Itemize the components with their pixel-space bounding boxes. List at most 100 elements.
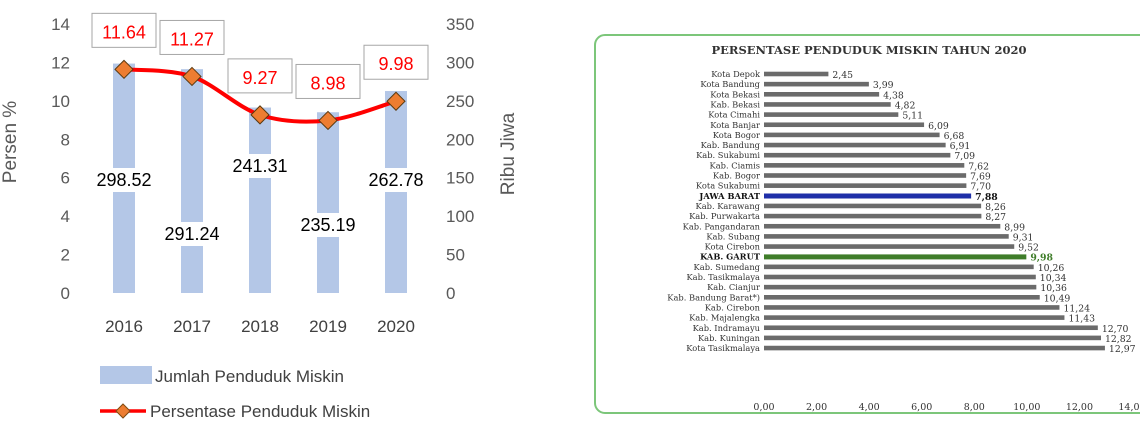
bar	[764, 325, 1098, 331]
category-label: Kab. Karawang	[696, 201, 761, 211]
value-label: 9,98	[1030, 253, 1053, 264]
value-label: 11,43	[1068, 314, 1095, 325]
bar	[385, 91, 407, 294]
category-label: Kota Cirebon	[705, 242, 761, 252]
value-label: 6,09	[928, 121, 949, 132]
category-label: Kab. Sukabumi	[696, 150, 760, 160]
category-label: Kota Tasikmalaya	[686, 343, 760, 353]
category-label: Kab. Indramayu	[693, 323, 761, 333]
value-label: 6,91	[950, 141, 971, 152]
bar	[764, 163, 965, 168]
bar-value-label: 291.24	[164, 224, 219, 244]
bar	[764, 223, 1001, 229]
value-label: 9,52	[1018, 243, 1039, 254]
legend-marker-icon	[115, 403, 131, 419]
bar	[764, 254, 1027, 260]
line-marker	[114, 59, 134, 80]
bar	[181, 69, 203, 293]
value-label: 12,97	[1109, 344, 1136, 355]
category-label: JAWA BARAT	[698, 191, 760, 201]
x-tick-label: 2016	[105, 317, 143, 336]
value-label: 8,99	[1004, 222, 1025, 233]
right-axis-ticks: 0 50 100 150 200 250 300 350	[446, 15, 474, 303]
line-marker	[318, 110, 338, 131]
x-tick-label: 2019	[309, 317, 347, 336]
value-label: 7,62	[968, 161, 989, 172]
line-series	[114, 59, 406, 131]
legend-line-label: Persentase Penduduk Miskin	[150, 402, 370, 421]
category-label: Kota Bekasi	[710, 89, 760, 99]
category-label: Kab. Ciamis	[710, 160, 760, 170]
left-tick-label: 2	[61, 246, 70, 265]
bar	[764, 142, 946, 148]
bar	[249, 107, 271, 293]
bar	[764, 315, 1065, 320]
line-value-label: 9.98	[378, 54, 413, 74]
value-label: 10,49	[1044, 293, 1071, 304]
left-axis-title: Persen %	[0, 101, 21, 183]
line-value-labels: 11.64 11.27 9.27 8.98 9.98	[91, 12, 429, 99]
category-label: Kota Bogor	[713, 130, 760, 140]
value-label: 8,26	[985, 202, 1006, 213]
value-label: 4,38	[883, 90, 904, 101]
x-tick-label: 0,00	[753, 402, 774, 413]
right-tick-label: 150	[446, 169, 474, 188]
bar	[764, 295, 1040, 300]
bar-series	[764, 71, 1105, 351]
legend: Jumlah Penduduk Miskin Persentase Pendud…	[100, 366, 370, 421]
category-label: Kab. Sumedang	[694, 262, 761, 272]
bar-label-bg	[360, 168, 432, 192]
x-tick-label: 10,00	[1013, 402, 1040, 413]
category-label: Kab. Bandung Barat*)	[667, 292, 760, 302]
bar-value-label: 235.19	[300, 215, 355, 235]
value-label: 7,88	[975, 192, 998, 203]
bar-value-label: 298.52	[96, 170, 151, 190]
value-label: 10,34	[1040, 273, 1067, 284]
x-tick-label: 14,00	[1118, 402, 1140, 413]
right-tick-label: 100	[446, 207, 474, 226]
bar	[764, 112, 899, 117]
category-label: Kota Sukabumi	[696, 181, 760, 191]
value-label: 8,27	[985, 212, 1006, 223]
value-label: 11,24	[1063, 303, 1090, 314]
x-axis-ticks: 2016 2017 2018 2019 2020	[105, 317, 415, 336]
value-label: 7,09	[954, 151, 975, 162]
value-label: 6,68	[944, 131, 965, 142]
bar	[317, 112, 339, 293]
category-label: Kab. Bogor	[713, 171, 760, 181]
value-label: 7,69	[970, 172, 991, 183]
x-tick-label: 8,00	[964, 402, 985, 413]
value-label: 7,70	[970, 182, 991, 193]
right-axis-title: Ribu Jiwa	[498, 112, 519, 195]
left-tick-label: 4	[61, 207, 70, 226]
x-tick-label: 2017	[173, 317, 211, 336]
line-marker	[250, 105, 270, 125]
category-label: Kota Bandung	[700, 79, 760, 89]
bar-label-bg	[88, 168, 160, 192]
category-label: Kab. Kuningan	[698, 333, 761, 343]
bar	[764, 92, 880, 97]
left-tick-label: 12	[51, 53, 70, 72]
chart-title: PERSENTASE PENDUDUK MISKIN TAHUN 2020	[712, 43, 1027, 57]
line-label-box	[91, 12, 157, 48]
category-label: KAB. GARUT	[700, 252, 761, 262]
line-marker	[182, 66, 202, 87]
line-value-label: 11.27	[170, 29, 214, 49]
category-label: Kab. Cirebon	[705, 302, 761, 312]
bar	[764, 274, 1036, 280]
value-label: 10,36	[1040, 283, 1067, 294]
bar	[764, 132, 940, 138]
x-tick-label: 2,00	[806, 402, 827, 413]
category-label: Kab. Cianjur	[707, 282, 760, 292]
bar	[764, 193, 972, 199]
bar	[764, 345, 1105, 351]
bar	[764, 102, 891, 107]
value-label: 4,82	[895, 100, 916, 111]
bar	[764, 203, 982, 209]
category-label: Kab. Pangandaran	[683, 221, 761, 231]
bar-label-bg	[156, 222, 228, 246]
bar-value-label: 241.31	[232, 156, 287, 176]
x-axis-ticks: 0,00 2,00 4,00 6,00 8,00 10,00 12,00 14,00	[753, 402, 1140, 413]
value-labels: 2,45 3,994,384,825,11 6,096,686,917,097,62…	[832, 70, 1135, 355]
